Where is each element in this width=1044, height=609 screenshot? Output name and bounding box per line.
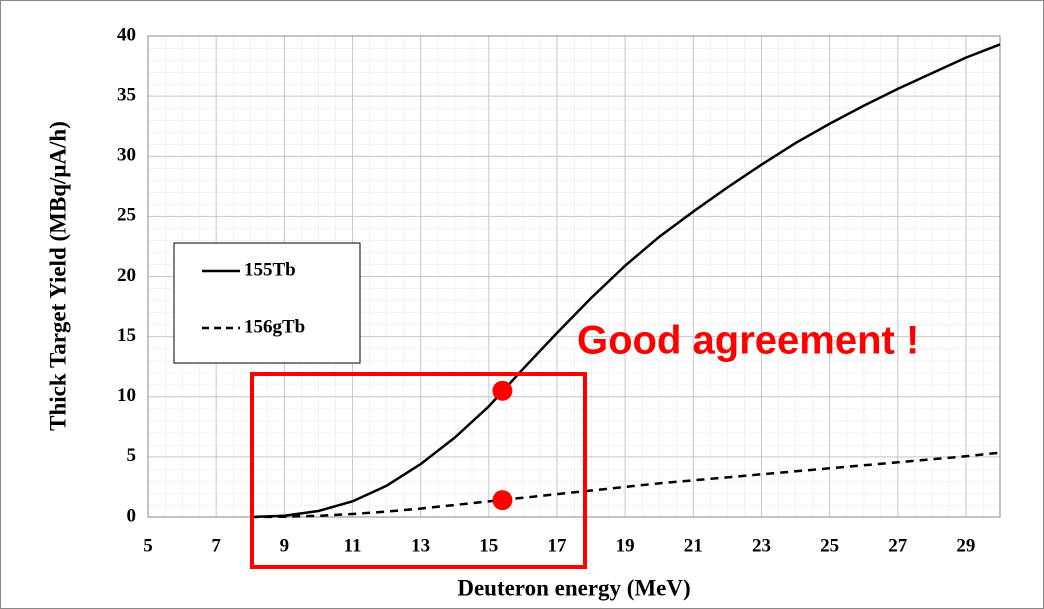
x-axis-title: Deuteron energy (MeV) [457,575,690,600]
data-point [492,490,513,511]
y-tick-label: 15 [117,325,136,346]
x-tick-label: 29 [956,535,975,556]
highlight-box [250,372,587,569]
legend-box [173,242,361,364]
plot-frame [147,35,1001,518]
x-tick-label: 9 [280,535,290,556]
y-tick-label: 35 [117,84,136,105]
annotation: Good agreement ! [577,319,919,363]
y-tick-label: 5 [127,445,137,466]
x-tick-label: 17 [547,535,567,556]
x-tick-label: 7 [211,535,221,556]
x-tick-label: 25 [820,535,839,556]
x-tick-label: 19 [616,535,635,556]
y-tick-label: 40 [117,24,136,45]
y-tick-label: 25 [117,205,136,226]
x-tick-label: 15 [479,535,498,556]
x-tick-label: 27 [888,535,908,556]
y-tick-label: 10 [117,385,136,406]
x-tick-label: 23 [752,535,771,556]
legend-label: 156gTb [244,316,305,337]
x-tick-label: 11 [344,535,362,556]
y-tick-label: 0 [127,505,137,526]
y-axis-title: Thick Target Yield (MBq/μA/h) [45,121,70,431]
x-tick-label: 21 [684,535,703,556]
line-series [250,43,1001,519]
legend-label: 155Tb [244,259,296,280]
y-tick-label: 30 [117,145,136,166]
y-tick-label: 20 [117,265,136,286]
x-tick-label: 13 [411,535,430,556]
data-point [492,380,513,401]
x-tick-label: 5 [143,535,153,556]
